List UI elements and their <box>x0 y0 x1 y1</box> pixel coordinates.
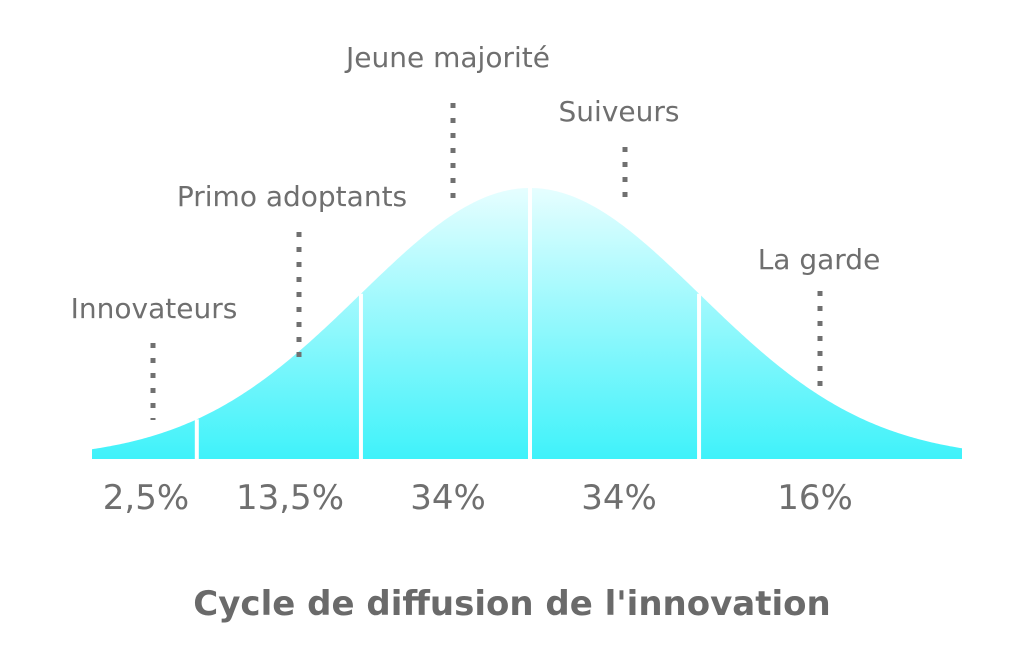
segment-label: Primo adoptants <box>177 180 407 213</box>
segment-label: Innovateurs <box>71 292 238 325</box>
chart-title: Cycle de diffusion de l'innovation <box>193 584 831 624</box>
percentage-label: 13,5% <box>236 478 344 518</box>
segment-label: Jeune majorité <box>344 41 550 74</box>
percentage-label: 16% <box>777 478 853 518</box>
percentage-label: 2,5% <box>103 478 189 518</box>
percentage-label: 34% <box>410 478 486 518</box>
segment-label: Suiveurs <box>559 95 680 128</box>
percentage-label: 34% <box>581 478 657 518</box>
segment-label: La garde <box>758 243 881 276</box>
bell-curve-area <box>92 188 962 459</box>
